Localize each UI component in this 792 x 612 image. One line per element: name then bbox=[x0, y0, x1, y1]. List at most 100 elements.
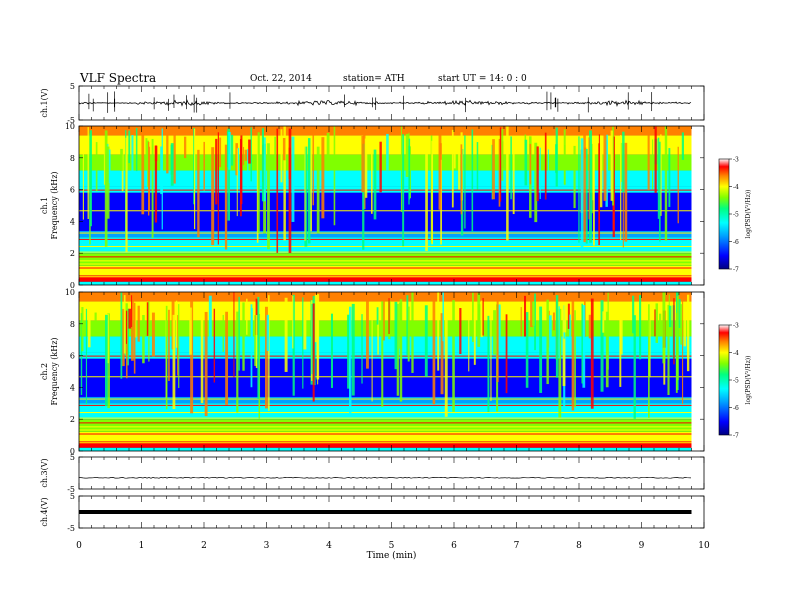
sferic-streak bbox=[215, 138, 218, 205]
sferic-streak bbox=[505, 314, 508, 394]
sferic-streak bbox=[563, 129, 566, 185]
sferic-streak bbox=[602, 311, 605, 333]
colorbar-tick-label: -6 bbox=[733, 405, 739, 412]
sferic-streak bbox=[242, 302, 245, 371]
sferic-streak bbox=[284, 297, 288, 372]
sferic-streak bbox=[87, 311, 91, 348]
sferic-streak bbox=[546, 299, 549, 385]
y-axis-label: Frequency (kHz) bbox=[50, 337, 59, 405]
sferic-streak bbox=[431, 140, 434, 245]
sferic-streak bbox=[668, 305, 672, 328]
channel-label: ch.1 bbox=[40, 197, 49, 214]
colorbar-tick-label: -3 bbox=[733, 323, 739, 330]
sferic-streak bbox=[581, 303, 583, 384]
harmonic-line bbox=[79, 376, 692, 378]
sferic-streak bbox=[254, 315, 257, 366]
sferic-streak bbox=[81, 307, 84, 352]
sferic-streak bbox=[406, 295, 409, 355]
sferic-streak bbox=[211, 147, 215, 246]
sferic-streak bbox=[267, 143, 270, 250]
sferic-streak bbox=[151, 138, 154, 238]
frequency-band bbox=[79, 292, 692, 302]
sferic-streak bbox=[388, 298, 390, 334]
sferic-streak bbox=[87, 127, 89, 220]
waveform-ch.1(V) bbox=[78, 91, 692, 113]
sferic-streak bbox=[321, 137, 325, 219]
sferic-streak bbox=[452, 300, 455, 412]
sferic-streak bbox=[668, 148, 671, 207]
harmonic-line bbox=[79, 256, 692, 258]
sferic-streak bbox=[263, 137, 266, 202]
sferic-streak bbox=[622, 143, 624, 248]
sferic-streak bbox=[439, 143, 442, 160]
sferic-streak bbox=[681, 294, 684, 405]
colorbar-tick-label: -4 bbox=[733, 350, 739, 357]
waveform-line bbox=[78, 477, 692, 479]
sferic-streak bbox=[651, 139, 654, 190]
sferic-streak bbox=[472, 292, 474, 342]
sferic-streak bbox=[244, 149, 248, 161]
y-tick-label: 8 bbox=[70, 320, 75, 329]
sferic-streak bbox=[217, 132, 219, 245]
sferic-streak bbox=[193, 128, 196, 230]
sferic-streak bbox=[660, 134, 662, 216]
sferic-streak bbox=[444, 312, 448, 417]
sferic-streak bbox=[274, 136, 277, 163]
sferic-streak bbox=[437, 292, 440, 371]
harmonic-line bbox=[79, 417, 692, 419]
sferic-streak bbox=[490, 314, 492, 402]
sferic-streak bbox=[432, 293, 436, 405]
sferic-streak bbox=[208, 295, 212, 356]
sferic-streak bbox=[529, 143, 532, 185]
sferic-streak bbox=[510, 136, 512, 200]
sferic-streak bbox=[547, 149, 549, 179]
sferic-streak bbox=[379, 141, 382, 193]
sferic-streak bbox=[302, 297, 304, 389]
sferic-streak bbox=[175, 300, 178, 348]
harmonic-line bbox=[79, 263, 692, 265]
harmonic-line bbox=[79, 279, 692, 281]
sferic-streak bbox=[172, 314, 176, 410]
sferic-streak bbox=[681, 132, 684, 160]
sferic-streak bbox=[128, 308, 132, 329]
frequency-band bbox=[79, 336, 692, 353]
sferic-streak bbox=[659, 141, 661, 242]
sferic-streak bbox=[592, 143, 595, 246]
sferic-streak bbox=[376, 307, 379, 325]
sferic-streak bbox=[675, 312, 678, 393]
sferic-streak bbox=[555, 295, 559, 378]
sferic-streak bbox=[381, 301, 384, 407]
sferic-streak bbox=[648, 304, 650, 418]
sferic-streak bbox=[276, 128, 279, 253]
frequency-band bbox=[79, 301, 692, 321]
sferic-streak bbox=[288, 128, 292, 254]
sferic-streak bbox=[655, 303, 659, 343]
sferic-streak bbox=[222, 314, 224, 352]
harmonic-line bbox=[79, 251, 692, 253]
x-tick-label: 4 bbox=[326, 541, 332, 551]
sferic-streak bbox=[394, 301, 398, 370]
y-axis-label: Frequency (kHz) bbox=[50, 171, 59, 239]
sferic-streak bbox=[411, 292, 414, 373]
sferic-streak bbox=[250, 308, 253, 345]
sferic-streak bbox=[257, 132, 260, 234]
sferic-streak bbox=[590, 298, 594, 409]
x-axis-label: Time (min) bbox=[367, 550, 417, 561]
sferic-streak bbox=[499, 127, 502, 202]
x-tick-label: 10 bbox=[698, 541, 710, 551]
figure-title: VLF Spectra bbox=[80, 71, 157, 85]
sferic-streak bbox=[563, 304, 567, 333]
sferic-streak bbox=[386, 133, 389, 171]
sferic-streak bbox=[578, 136, 580, 243]
sferic-streak bbox=[361, 135, 365, 193]
sferic-streak bbox=[610, 130, 613, 201]
sferic-streak bbox=[659, 313, 662, 331]
y-tick-label: 5 bbox=[70, 82, 75, 91]
harmonic-line bbox=[79, 436, 692, 438]
spectrogram-ch.1: -3 -4 -5 -6 -7 log(PSD(V²/Hz)) bbox=[79, 126, 752, 285]
colorbar-label: log(PSD(V²/Hz)) bbox=[745, 356, 752, 405]
sferic-streak bbox=[407, 306, 410, 362]
sferic-streak bbox=[544, 132, 547, 200]
sferic-streak bbox=[548, 315, 552, 348]
sferic-streak bbox=[250, 127, 252, 182]
